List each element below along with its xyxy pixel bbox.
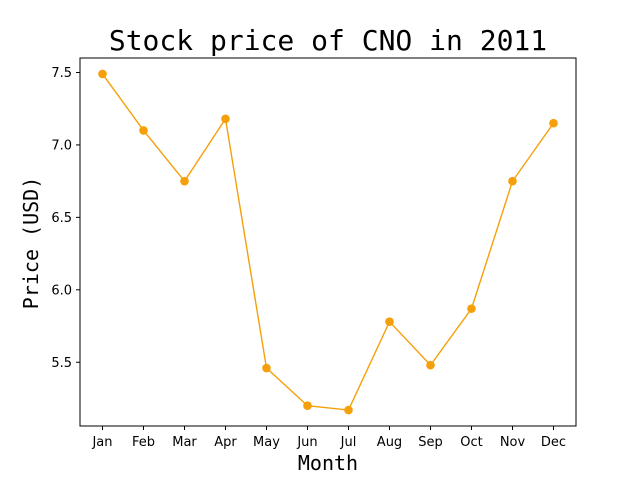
data-point — [139, 126, 148, 135]
x-tick-label: Sep — [418, 435, 443, 450]
data-point — [426, 360, 435, 370]
series-line — [101, 73, 555, 411]
data-point — [344, 405, 353, 415]
y-tick-label: 6.5 — [51, 211, 72, 226]
y-tick-label: 7.5 — [51, 66, 72, 81]
x-tick-label: Nov — [500, 435, 526, 450]
x-tick-label: Jun — [296, 435, 317, 450]
plot-frame — [79, 57, 577, 427]
x-tick-label: Aug — [377, 435, 402, 450]
data-point — [262, 363, 271, 373]
data-point — [303, 401, 312, 411]
y-tick-label: 7.0 — [51, 138, 72, 153]
x-tick-label: Apr — [214, 435, 237, 450]
data-point — [221, 114, 230, 124]
y-tick-label: 6.0 — [51, 283, 72, 298]
chart-title: Stock price of CNO in 2011 — [109, 24, 547, 57]
plot-area: Jan Feb Mar Apr May Jun Jul Aug Sep Oct Nov Dec 5.5 6… — [51, 66, 566, 450]
x-tick-label: Feb — [132, 435, 155, 450]
y-tick-label: 5.5 — [51, 356, 72, 371]
x-tick-label: Mar — [172, 435, 197, 450]
x-tick-label: Oct — [460, 435, 482, 450]
data-point — [508, 176, 517, 186]
data-point — [549, 118, 558, 128]
y-axis-label: Price (USD) — [19, 177, 43, 309]
x-tick-label: Jan — [91, 435, 112, 450]
x-tick-label: Jul — [340, 435, 357, 450]
x-tick-label: May — [253, 435, 280, 450]
x-tick-label: Dec — [541, 435, 566, 450]
data-point — [385, 317, 394, 326]
data-point — [98, 69, 107, 79]
data-point — [467, 304, 476, 313]
x-axis-label: Month — [298, 451, 358, 475]
data-point — [180, 176, 189, 186]
